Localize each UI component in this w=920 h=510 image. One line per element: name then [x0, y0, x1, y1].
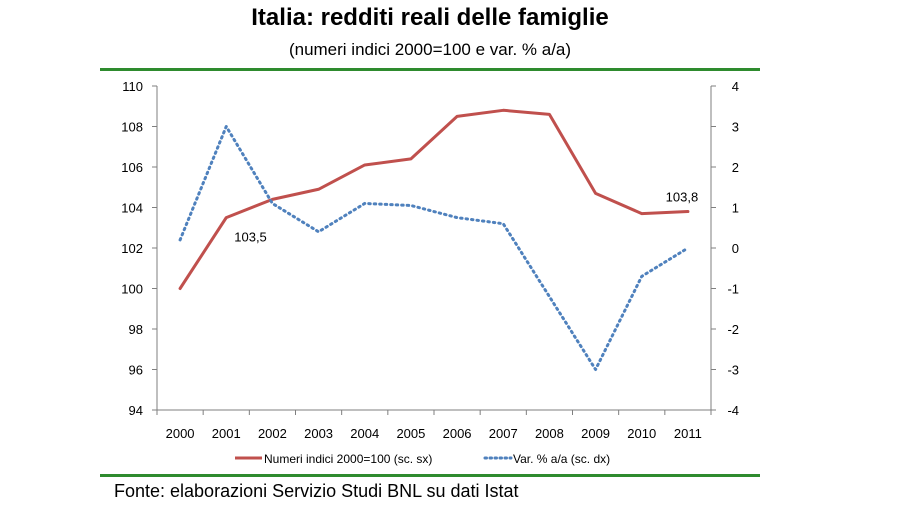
left-tick-label: 110 — [122, 79, 143, 94]
data-label: 103,8 — [666, 190, 699, 205]
right-tick-label: 4 — [732, 79, 739, 94]
x-tick-label: 2006 — [443, 426, 472, 441]
legend-label-index: Numeri indici 2000=100 (sc. sx) — [264, 452, 432, 466]
x-tick-label: 2003 — [304, 426, 333, 441]
left-tick-label: 106 — [121, 160, 143, 175]
x-tick-label: 2007 — [489, 426, 518, 441]
right-tick-label: -3 — [727, 363, 739, 378]
chart-title: Italia: redditi reali delle famiglie — [251, 4, 609, 31]
data-label: 103,5 — [234, 230, 267, 245]
legend-label-variation: Var. % a/a (sc. dx) — [513, 452, 610, 466]
x-tick-label: 2010 — [627, 426, 656, 441]
left-tick-label: 94 — [129, 403, 143, 418]
right-tick-label: -2 — [727, 322, 739, 337]
left-tick-label: 102 — [121, 241, 143, 256]
bottom-rule — [100, 474, 760, 477]
x-tick-label: 2011 — [674, 426, 702, 441]
right-tick-label: -1 — [727, 282, 739, 297]
index-series-line — [178, 108, 690, 290]
x-tick-label: 2005 — [396, 426, 425, 441]
left-tick-label: 104 — [121, 201, 143, 216]
right-tick-label: 1 — [732, 201, 739, 216]
left-tick-label: 100 — [121, 282, 143, 297]
chart-subtitle: (numeri indici 2000=100 e var. % a/a) — [288, 40, 572, 59]
right-tick-label: 2 — [732, 160, 739, 175]
x-tick-label: 2009 — [581, 426, 610, 441]
x-tick-label: 2004 — [350, 426, 379, 441]
x-tick-label: 2000 — [166, 426, 195, 441]
right-tick-label: 3 — [732, 120, 739, 135]
legend: Numeri indici 2000=100 (sc. sx) Var. % a/… — [235, 452, 610, 466]
top-rule — [100, 68, 760, 71]
left-tick-label: 96 — [129, 363, 143, 378]
x-tick-label: 2002 — [258, 426, 287, 441]
left-tick-label: 108 — [121, 120, 143, 135]
source-note: Fonte: elaborazioni Servizio Studi BNL s… — [114, 481, 519, 501]
x-tick-label: 2008 — [535, 426, 564, 441]
left-tick-label: 98 — [129, 322, 143, 337]
right-tick-label: -4 — [727, 403, 739, 418]
variation-series-line — [178, 125, 690, 371]
right-tick-label: 0 — [732, 241, 739, 256]
x-tick-label: 2001 — [212, 426, 241, 441]
